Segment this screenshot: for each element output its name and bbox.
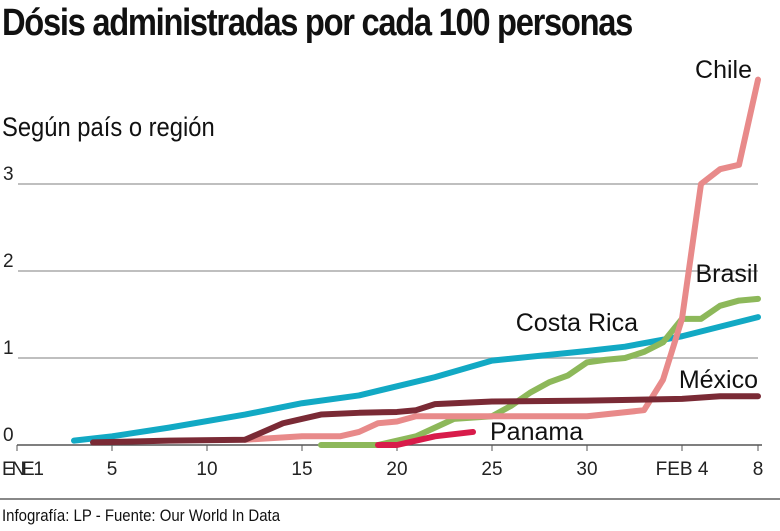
- series-line-costa-rica: [71, 314, 761, 444]
- x-tick-label: 8: [753, 459, 764, 480]
- x-tick-label: 30: [576, 459, 597, 480]
- y-tick-label: 1: [3, 338, 14, 359]
- y-tick-label: 0: [3, 425, 14, 446]
- series-label-brasil: Brasil: [695, 260, 758, 288]
- series-line-m-xico: [90, 393, 761, 446]
- series-line-brasil: [318, 295, 761, 448]
- line-chart: 0 1 2 3 ENE 1 5 10 15 20 25 30 FEB 4 8 Costa Rica Bras…: [2, 56, 764, 480]
- chart-title: Dósis administradas por cada 100 persona…: [2, 2, 633, 44]
- x-tick-label: 5: [107, 459, 118, 480]
- y-tick-label: 2: [3, 251, 14, 272]
- x-tick-label: 15: [291, 459, 312, 480]
- series-line-chile: [242, 76, 761, 443]
- footer-divider: [0, 498, 780, 500]
- chart-subtitle: Según país o región: [2, 112, 215, 142]
- series-line-panama: [375, 428, 476, 448]
- x-tick-label: 20: [386, 459, 407, 480]
- x-tick-label: 25: [481, 459, 502, 480]
- series-label-costa-rica: Costa Rica: [516, 309, 638, 337]
- series-label-chile: Chile: [695, 56, 752, 84]
- x-tick-label: ENE 1: [2, 459, 44, 480]
- series-label-panama: Panama: [490, 418, 583, 446]
- source-credit: Infografía: LP - Fuente: Our World In Da…: [2, 506, 281, 525]
- series-label-m-xico: México: [679, 366, 758, 394]
- y-tick-label: 3: [3, 164, 14, 185]
- x-tick-label: FEB 4: [656, 459, 709, 480]
- x-tick-label: 10: [196, 459, 217, 480]
